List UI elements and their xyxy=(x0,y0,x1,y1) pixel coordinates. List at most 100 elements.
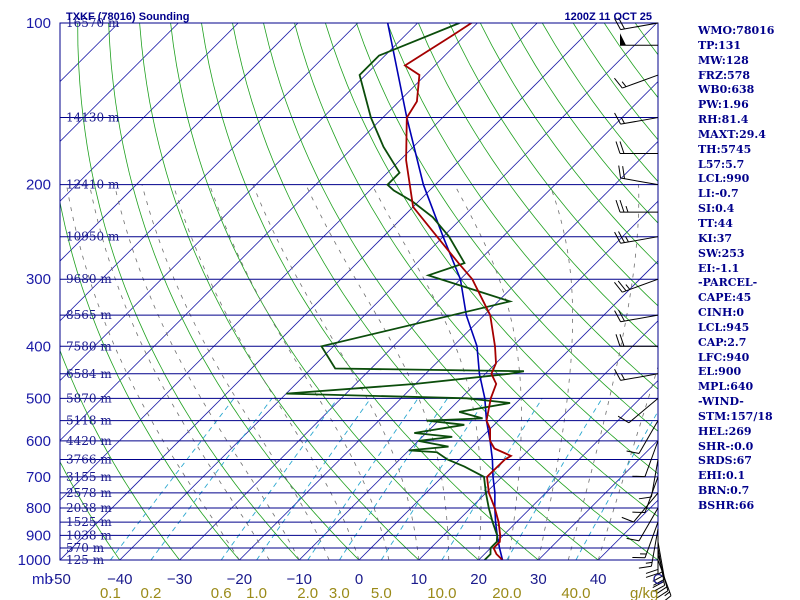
index-item: MW:128 xyxy=(698,53,749,67)
wind-barb xyxy=(614,278,659,293)
pressure-tick-label: 600 xyxy=(26,433,51,450)
isotherm-line xyxy=(60,23,299,262)
wind-barb xyxy=(652,541,666,586)
moist-adiabat-line xyxy=(172,184,360,560)
mixing-ratio-line xyxy=(506,398,603,560)
pressure-tick-label: 800 xyxy=(26,500,51,517)
dry-adiabat-line xyxy=(108,23,360,560)
index-item: WMO:78016 xyxy=(698,24,775,37)
index-item: L57:5.7 xyxy=(698,157,745,171)
wind-barb xyxy=(638,528,659,569)
isotherm-line xyxy=(60,23,179,142)
height-label: 4420 m xyxy=(66,434,112,448)
wind-barb xyxy=(632,521,659,559)
wind-barb xyxy=(645,535,659,578)
isotherm-line xyxy=(60,23,418,382)
isotherm-line xyxy=(60,23,359,322)
isotherm-line xyxy=(239,140,658,560)
mixing-ratio-tick-label: 0.2 xyxy=(141,585,162,600)
mixing-ratio-tick-label: 1.0 xyxy=(246,585,267,600)
height-label: 3766 m xyxy=(66,453,112,467)
isotherm-line xyxy=(60,23,538,501)
wind-barb xyxy=(614,74,659,89)
parcel-trace xyxy=(386,23,504,560)
labels-layer: 16570 m 14130 m 12410 m 10950 m 9680 m 8565 m… xyxy=(18,15,664,600)
index-item: FRZ:578 xyxy=(698,68,751,82)
index-item: TH:5745 xyxy=(698,142,752,156)
temperature-tick-label: -50 xyxy=(49,571,71,588)
index-item: SW:253 xyxy=(698,246,745,260)
index-item: PW:1.96 xyxy=(698,98,749,112)
height-label: 14130 m xyxy=(66,111,120,125)
plot-frame xyxy=(59,22,659,561)
temperature-tick-label: −10 xyxy=(286,571,311,588)
pressure-tick-label: 100 xyxy=(26,15,51,32)
mixing-ratio-tick-label: 10.0 xyxy=(427,585,456,600)
wind-barb xyxy=(615,334,658,347)
height-label: 8565 m xyxy=(66,308,112,322)
index-item: TP:131 xyxy=(698,38,742,52)
wind-barb xyxy=(620,33,658,46)
index-item: KI:37 xyxy=(698,231,733,245)
wind-barb xyxy=(617,397,659,424)
index-item: CINH:0 xyxy=(698,306,745,320)
chart-time: 1200Z 11 OCT 25 xyxy=(565,11,652,23)
index-item: SHR-:0.0 xyxy=(698,439,754,453)
temperature-tick-label: 10 xyxy=(410,571,427,588)
index-item: SRDS:67 xyxy=(698,454,752,468)
height-label: 6584 m xyxy=(66,367,112,381)
height-label: 9680 m xyxy=(66,272,112,286)
dry-adiabat-line xyxy=(263,23,658,560)
index-item: STM:157/18 xyxy=(698,409,773,423)
index-item: SI:0.4 xyxy=(698,202,735,216)
mixing-ratio-tick-label: 0.1 xyxy=(100,585,121,600)
temperature-tick-label: 30 xyxy=(530,571,547,588)
mixing-ratio-tick-label: 40.0 xyxy=(561,585,590,600)
isotherm-line xyxy=(418,320,658,560)
dry-adiabat-line xyxy=(170,23,479,560)
height-label: 2578 m xyxy=(66,486,112,500)
sounding-indices: WMO:78016 TP:131 MW:128 FRZ:578 WB0:638 PW:1.… xyxy=(698,24,774,514)
mixing-ratio-line xyxy=(441,398,543,560)
index-item: MAXT:29.4 xyxy=(698,127,766,141)
height-label: 2038 m xyxy=(66,501,112,515)
index-item: EI:-1.1 xyxy=(698,261,740,275)
wind-barb xyxy=(614,231,659,244)
dewpoint-trace xyxy=(286,23,525,560)
isotherm-line xyxy=(60,23,239,202)
temperature-tick-label: −20 xyxy=(227,571,252,588)
temperature-tick-label: 20 xyxy=(470,571,487,588)
index-item: -PARCEL- xyxy=(698,276,758,290)
temperature-trace xyxy=(403,23,513,560)
index-item: EHI:0.1 xyxy=(698,469,746,483)
height-label: 125 m xyxy=(66,553,105,567)
pressure-tick-label: 300 xyxy=(26,271,51,288)
wind-barb xyxy=(615,141,658,155)
isotherm-line xyxy=(478,380,658,560)
wind-barb xyxy=(614,309,659,323)
isotherm-line xyxy=(358,260,658,560)
mixing-ratio-unit-label: g/kg xyxy=(630,585,658,600)
moist-adiabat-line xyxy=(114,184,300,560)
index-item: -WIND- xyxy=(698,395,744,409)
isotherm-line xyxy=(538,439,658,560)
mixing-ratio-tick-label: 20.0 xyxy=(492,585,521,600)
moist-adiabat-line xyxy=(252,184,420,560)
temperature-tick-label: C xyxy=(653,571,664,588)
index-item: RH:81.4 xyxy=(698,113,749,127)
index-item: LFC:940 xyxy=(698,350,750,364)
wind-barb xyxy=(626,507,659,542)
height-label: 570 m xyxy=(66,541,105,555)
chart-title: TXKF (78016) Sounding xyxy=(66,11,189,23)
height-label: 5118 m xyxy=(66,414,112,428)
index-item: WB0:638 xyxy=(698,83,755,97)
wind-barb xyxy=(621,492,659,523)
mixing-ratio-tick-label: 0.6 xyxy=(211,585,232,600)
temperature-tick-label: −40 xyxy=(107,571,132,588)
height-label: 7580 m xyxy=(66,339,112,353)
height-label: 1525 m xyxy=(66,515,112,529)
height-label: 3155 m xyxy=(66,470,112,484)
temperature-tick-label: −30 xyxy=(167,571,192,588)
isotherm-line xyxy=(60,23,598,560)
